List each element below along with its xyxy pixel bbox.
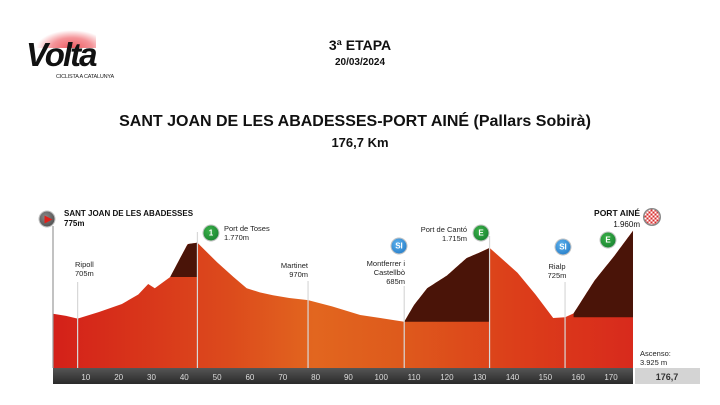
x-axis-bar xyxy=(53,368,633,384)
x-tick-label: 120 xyxy=(440,373,454,382)
logo-subtitle: CICLISTA A CATALUNYA xyxy=(56,74,114,80)
start-flag-icon xyxy=(39,211,55,227)
montferrer-elevation: 685m xyxy=(386,277,405,286)
x-tick-label: 100 xyxy=(375,373,389,382)
start-label: SANT JOAN DE LES ABADESSES 775m xyxy=(64,209,193,229)
ripoll-elevation: 705m xyxy=(75,269,94,278)
x-tick-label: 150 xyxy=(539,373,553,382)
climb-special-category-icon: E xyxy=(473,225,489,241)
martinet-elevation: 970m xyxy=(289,270,308,279)
intermediate-sprint-icon: SI xyxy=(391,238,407,254)
x-tick-label: 90 xyxy=(344,373,353,382)
canto-name: Port de Cantó xyxy=(420,225,467,234)
climb-segment-2 xyxy=(404,247,490,322)
montferrer-name-2: Castellbò xyxy=(373,268,405,277)
x-tick-label: 20 xyxy=(114,373,123,382)
volta-logo: Volta CICLISTA A CATALUNYA xyxy=(26,30,116,85)
logo-text: Volta xyxy=(26,36,97,73)
port-de-toses-label: Port de Toses 1.770m xyxy=(224,224,270,242)
toses-elevation: 1.770m xyxy=(224,233,250,242)
x-tick-label: 130 xyxy=(473,373,487,382)
x-tick-label: 160 xyxy=(572,373,586,382)
rialp-elevation: 725m xyxy=(547,271,567,280)
montferrer-label: Montferrer i Castellbò 685m xyxy=(367,259,405,286)
finish-elevation: 1.960m xyxy=(613,220,640,229)
logo-swoosh-icon xyxy=(36,30,96,48)
x-tick-label: 10 xyxy=(81,373,90,382)
x-tick-label: 30 xyxy=(147,373,156,382)
x-tick-label: 70 xyxy=(278,373,287,382)
stage-number: 3ª ETAPA xyxy=(328,37,392,53)
x-tick-label: 80 xyxy=(311,373,320,382)
ascent-value: 3.925 m xyxy=(640,358,668,367)
ripoll-name: Ripoll xyxy=(75,260,94,269)
total-distance-box xyxy=(635,368,700,384)
rialp-label: Rialp 725m xyxy=(548,262,567,280)
ascent-summary: Ascenso: 3.925 m xyxy=(640,349,671,367)
start-elevation: 775m xyxy=(64,219,85,228)
climb-segment-1 xyxy=(170,242,198,277)
x-tick-label: 60 xyxy=(245,373,254,382)
climb-category-1-icon: 1 xyxy=(203,225,219,241)
x-tick-label: 110 xyxy=(408,373,421,382)
total-distance: 176,7 xyxy=(656,372,679,382)
ascent-label: Ascenso: xyxy=(640,349,671,358)
toses-name: Port de Toses xyxy=(224,224,270,233)
stage-date: 20/03/2024 xyxy=(334,57,386,68)
route-title: SANT JOAN DE LES ABADESSES-PORT AINÉ (Pa… xyxy=(119,113,591,130)
x-tick-label: 40 xyxy=(180,373,189,382)
port-aine-label: PORT AINÉ 1.960m xyxy=(594,208,640,230)
climb-special-category-icon: E xyxy=(600,232,616,248)
montferrer-name: Montferrer i xyxy=(366,259,405,268)
finish-flag-icon xyxy=(644,209,660,225)
x-tick-label: 140 xyxy=(506,373,520,382)
ripoll-label: Ripoll 705m xyxy=(75,260,94,278)
intermediate-sprint-icon: SI xyxy=(555,239,571,255)
x-tick-label: 50 xyxy=(213,373,222,382)
climb-segment-3 xyxy=(573,230,633,318)
martinet-label: Martinet 970m xyxy=(281,261,308,279)
rialp-name: Rialp xyxy=(548,262,566,271)
canto-elevation: 1.715m xyxy=(441,234,467,243)
start-name: SANT JOAN DE LES ABADESSES xyxy=(64,209,194,218)
martinet-name: Martinet xyxy=(280,261,308,270)
route-distance: 176,7 Km xyxy=(331,135,389,150)
x-tick-label: 170 xyxy=(604,373,618,382)
finish-name: PORT AINÉ xyxy=(594,208,640,218)
port-de-canto-label: Port de Cantó 1.715m xyxy=(421,225,467,243)
elevation-area xyxy=(53,230,633,368)
